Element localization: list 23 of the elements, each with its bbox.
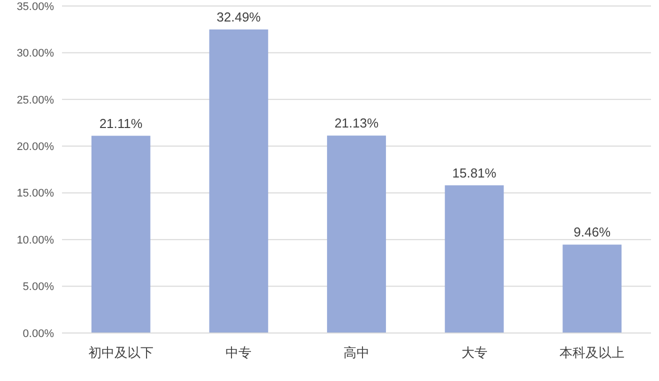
x-tick-label: 初中及以下: [88, 345, 154, 360]
y-tick-label: 25.00%: [16, 94, 54, 106]
bar: [444, 185, 504, 333]
x-tick-label: 高中: [344, 345, 370, 360]
data-label: 21.13%: [334, 116, 379, 131]
y-tick-label: 20.00%: [16, 140, 54, 153]
data-label: 32.49%: [216, 9, 262, 24]
y-tick-label: 5.00%: [22, 281, 54, 294]
y-tick-label: 10.00%: [16, 234, 54, 246]
data-label: 21.11%: [99, 116, 143, 131]
x-tick-label: 大专: [461, 345, 488, 360]
y-tick-label: 35.00%: [16, 0, 54, 13]
data-label: 15.81%: [452, 165, 497, 180]
x-tick-label: 本科及以上: [560, 345, 625, 360]
y-tick-label: 30.00%: [16, 48, 54, 60]
bar: [209, 29, 268, 333]
bar: [562, 244, 622, 333]
bar: [327, 136, 386, 333]
y-tick-label: 0.00%: [22, 328, 54, 340]
x-tick-label: 中专: [226, 345, 252, 360]
bar: [91, 136, 150, 333]
data-label: 9.46%: [574, 224, 611, 240]
y-tick-label: 15.00%: [16, 188, 54, 200]
